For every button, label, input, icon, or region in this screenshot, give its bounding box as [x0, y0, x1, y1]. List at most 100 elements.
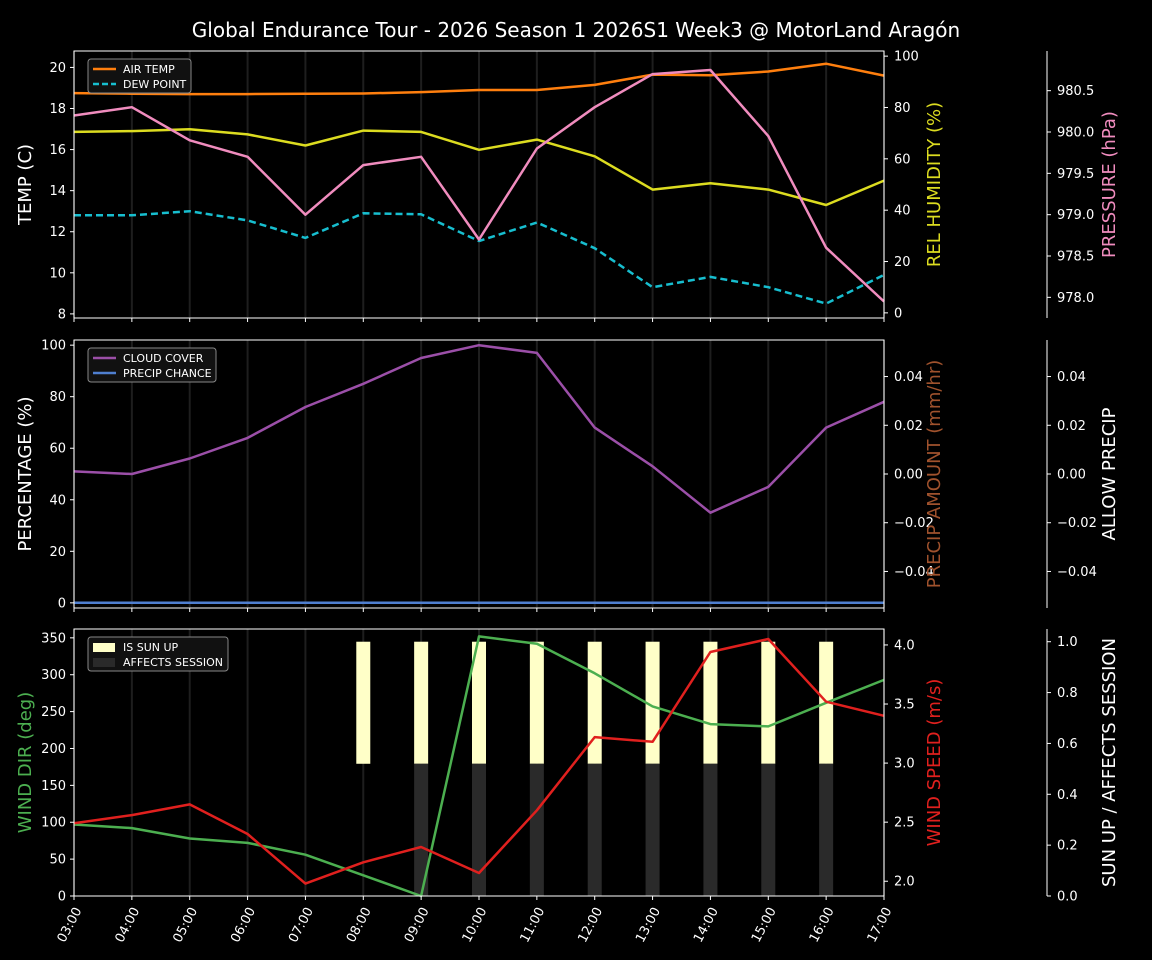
far-axis-tick-label: 979.5 [1057, 167, 1094, 182]
far-axis-tick-label: 979.0 [1057, 208, 1094, 223]
left-axis-tick-label: 20 [49, 545, 66, 560]
series-line [73, 637, 885, 885]
left-axis-tick-label: 12 [49, 225, 66, 240]
bar-affects-session [529, 763, 544, 896]
left-axis-tick-label: 300 [41, 668, 66, 683]
legend-box [87, 636, 229, 672]
right-axis-tick-label: 2.5 [894, 816, 915, 831]
far-axis-tick-label: 0.6 [1057, 737, 1078, 752]
left-axis-tick-label: 50 [49, 853, 66, 868]
y3label: ALLOW PRECIP [1099, 407, 1120, 540]
far-axis-tick-label: 0.4 [1057, 788, 1078, 803]
bar-is-sun-up [703, 641, 718, 764]
ylabel: WIND DIR (deg) [15, 692, 36, 834]
series-line [73, 635, 885, 898]
legend-swatch [93, 658, 115, 667]
series-line [73, 68, 885, 303]
bar-affects-session [645, 763, 660, 896]
right-axis-tick-label: 80 [894, 101, 911, 116]
left-axis-tick-label: 10 [49, 266, 66, 281]
left-axis-tick-label: 20 [49, 61, 66, 76]
right-axis-tick-label: 3.0 [894, 757, 915, 772]
chart-title: Global Endurance Tour - 2026 Season 1 20… [192, 18, 960, 42]
bar-affects-session [472, 763, 486, 896]
right-axis-tick-label: 100 [894, 50, 919, 65]
left-axis-tick-label: 8 [58, 307, 66, 322]
bar-is-sun-up [587, 641, 602, 764]
right-axis-tick-label: 40 [894, 204, 911, 219]
right-axis-tick-label: 0.02 [894, 419, 923, 434]
bar-affects-session [587, 763, 602, 896]
bar-is-sun-up [645, 641, 660, 764]
far-axis-tick-label: 0.00 [1057, 468, 1086, 483]
panel-clouds: 0 20 40 60 80 100 −0.04 −0.02 0.00 0.02 0.04 −0.04 −… [15, 339, 1120, 612]
far-axis-tick-label: 0.2 [1057, 839, 1078, 854]
far-axis-tick-label: 0.8 [1057, 686, 1078, 701]
right-axis-tick-label: 0.04 [894, 370, 923, 385]
left-axis-tick-label: 250 [41, 705, 66, 720]
bar-is-sun-up [414, 641, 429, 764]
right-axis-tick-label: 2.0 [894, 875, 915, 890]
legend-label: AIR TEMP [123, 63, 175, 76]
far-axis-tick-label: 978.5 [1057, 250, 1094, 265]
far-axis-tick-label: 980.0 [1057, 126, 1094, 141]
left-axis-tick-label: 0 [58, 596, 66, 611]
bar-is-sun-up [529, 641, 544, 764]
ylabel: PERCENTAGE (%) [15, 396, 36, 551]
legend-label: CLOUD COVER [123, 352, 204, 365]
far-axis-tick-label: −0.04 [1057, 565, 1097, 580]
left-axis-tick-label: 16 [49, 143, 66, 158]
right-axis-tick-label: 3.5 [894, 698, 915, 713]
bar-affects-session [819, 763, 834, 896]
right-axis-tick-label: −0.02 [894, 516, 934, 531]
far-axis-tick-label: 978.0 [1057, 291, 1094, 306]
legend-label: AFFECTS SESSION [123, 656, 223, 669]
bar-affects-session [761, 763, 776, 896]
left-axis-tick-label: 0 [58, 890, 66, 905]
far-axis-tick-label: −0.02 [1057, 516, 1097, 531]
legend-box [87, 347, 217, 383]
bar-is-sun-up [472, 641, 486, 764]
legend-label: PRECIP CHANCE [123, 367, 212, 380]
left-axis-tick-label: 60 [49, 442, 66, 457]
left-axis-tick-label: 100 [41, 339, 66, 354]
panel-temperature: 8 10 12 14 16 18 20 0 20 40 60 80 100 978.0 978.5 979.0… [15, 50, 1120, 323]
legend-swatch [93, 643, 115, 652]
legend-label: IS SUN UP [123, 641, 179, 654]
legend-label: DEW POINT [123, 78, 187, 91]
far-axis-tick-label: 0.0 [1057, 890, 1078, 905]
bar-is-sun-up [761, 641, 776, 764]
legend: IS SUN UP AFFECTS SESSION [87, 636, 229, 672]
series-line [73, 128, 885, 207]
right-axis-tick-label: 0 [894, 306, 902, 321]
legend: CLOUD COVER PRECIP CHANCE [87, 347, 217, 383]
y2label: PRECIP AMOUNT (mm/hr) [924, 360, 945, 589]
far-axis-tick-label: 980.5 [1057, 84, 1094, 99]
ylabel: TEMP (C) [15, 144, 36, 226]
bar-is-sun-up [356, 641, 371, 764]
y3label: SUN UP / AFFECTS SESSION [1099, 638, 1120, 887]
far-axis-tick-label: 0.02 [1057, 419, 1086, 434]
far-axis-tick-label: 1.0 [1057, 635, 1078, 650]
left-axis-tick-label: 80 [49, 390, 66, 405]
bar-affects-session [414, 763, 429, 896]
y3label: PRESSURE (hPa) [1099, 111, 1120, 258]
series-line [73, 62, 885, 96]
left-axis-tick-label: 14 [49, 184, 66, 199]
left-axis-tick-label: 350 [41, 631, 66, 646]
legend: AIR TEMP DEW POINT [87, 58, 192, 94]
left-axis-tick-label: 150 [41, 779, 66, 794]
right-axis-tick-label: 0.00 [894, 468, 923, 483]
far-axis-tick-label: 0.04 [1057, 370, 1086, 385]
left-axis-tick-label: 40 [49, 493, 66, 508]
right-axis-tick-label: −0.04 [894, 565, 934, 580]
right-axis-tick-label: 20 [894, 255, 911, 270]
bar-affects-session [703, 763, 718, 896]
left-axis-tick-label: 200 [41, 742, 66, 757]
right-axis-tick-label: 60 [894, 152, 911, 167]
right-axis-tick-label: 4.0 [894, 638, 915, 653]
series-line [73, 343, 885, 514]
series-line [74, 209, 885, 305]
